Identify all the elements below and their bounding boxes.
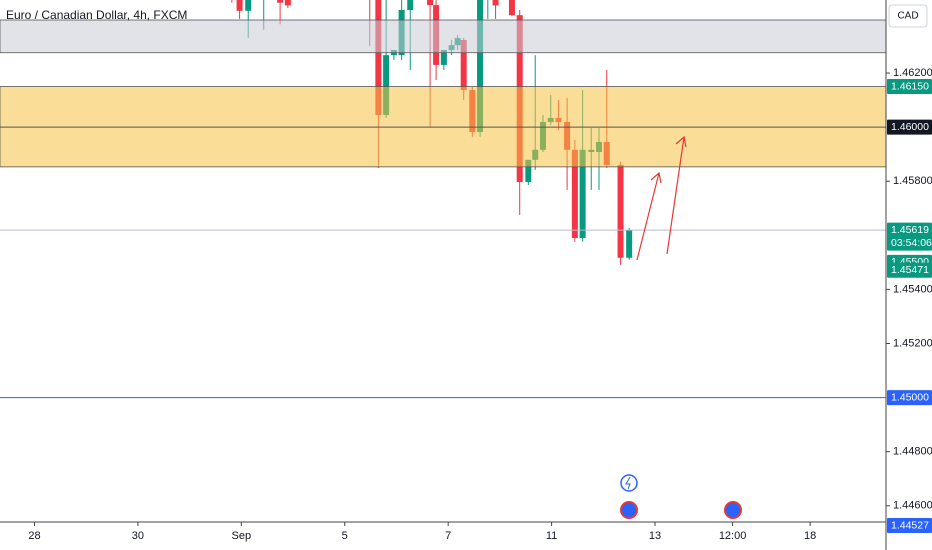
- x-tick-label: 18: [804, 530, 816, 542]
- countdown: 03:54:06: [891, 237, 932, 249]
- x-tick-label: 12:00: [719, 530, 747, 542]
- price-label: 1.45471: [891, 264, 929, 276]
- zone: [0, 19, 887, 54]
- y-tick-label: 1.45200: [893, 337, 932, 349]
- x-tick-label: 30: [132, 530, 144, 542]
- price-label: 1.45619: [891, 224, 929, 236]
- candle-body: [236, 0, 243, 11]
- x-tick-label: 11: [546, 530, 557, 542]
- currency-box[interactable]: [888, 4, 928, 28]
- candle-body: [284, 0, 291, 6]
- annotation-arrows: [636, 135, 687, 261]
- plot-area: [0, 0, 887, 399]
- icon-glyph: [625, 476, 631, 490]
- x-tick-label: 5: [342, 530, 348, 542]
- price-label: 1.44527: [891, 519, 929, 531]
- price-label-box: [887, 79, 932, 95]
- x-tick-label: Sep: [232, 530, 252, 542]
- candle-body: [375, 0, 382, 115]
- y-tick-label: 1.46200: [893, 67, 932, 79]
- y-tick-label: 1.45800: [893, 175, 932, 187]
- x-tick-label: 7: [445, 530, 451, 542]
- candle-body: [407, 0, 414, 11]
- price-label: 1.46000: [891, 121, 929, 133]
- candle-body: [579, 149, 586, 239]
- candle-body: [460, 40, 467, 91]
- arrow: [636, 171, 662, 261]
- x-tick-label: 28: [28, 530, 40, 542]
- price-label-box: [887, 518, 932, 534]
- candle-body: [525, 159, 532, 183]
- price-label-box: [887, 119, 932, 135]
- y-tick-label: 1.44600: [893, 500, 932, 512]
- price-label-box: [887, 390, 932, 406]
- candle-body: [617, 164, 624, 258]
- x-tick-label: 13: [649, 530, 661, 542]
- candle-body: [245, 0, 252, 11]
- candle-body: [427, 0, 434, 6]
- candle-body: [440, 50, 447, 65]
- candle-body: [383, 55, 390, 115]
- candle-body: [571, 149, 578, 239]
- event-icons: [620, 474, 742, 519]
- price-label-box: [887, 222, 932, 251]
- candle-body: [492, 0, 499, 6]
- price-label: 1.46150: [891, 80, 929, 92]
- chart-title: Euro / Canadian Dollar, 4h, FXCM: [6, 8, 187, 22]
- candle-body: [508, 0, 515, 16]
- event-icon[interactable]: [724, 501, 742, 519]
- y-tick-label: 1.45400: [893, 283, 932, 295]
- candle-body: [626, 230, 633, 258]
- candle-body: [277, 0, 284, 3]
- candle-body: [477, 0, 484, 132]
- y-tick-label: 1.44800: [893, 446, 932, 458]
- event-icon[interactable]: [620, 501, 638, 519]
- price-label: 1.45000: [891, 391, 929, 403]
- currency: CAD: [897, 11, 918, 22]
- arrow: [666, 135, 687, 255]
- event-icon[interactable]: [620, 474, 638, 492]
- price-label-box: [887, 262, 932, 278]
